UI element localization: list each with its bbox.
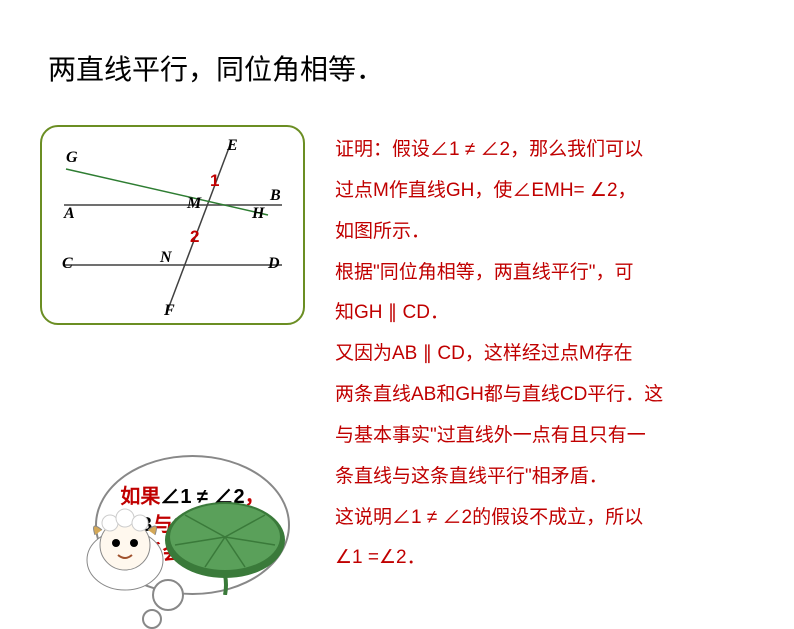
diagram-svg [42,127,307,327]
label-M: M [187,195,201,213]
label-G: G [66,149,78,167]
proof-line-7: 两条直线AB和GH都与直线CD平行．这 [335,375,765,416]
proof-text: 证明：假设∠1 ≠ ∠2，那么我们可以 过点M作直线GH，使∠EMH= ∠2， … [335,130,765,579]
sheep-character-icon [70,505,180,595]
label-H: H [252,205,264,223]
proof-line-1: 证明：假设∠1 ≠ ∠2，那么我们可以 [335,130,765,171]
label-F: F [164,302,175,320]
proof-panel: 证明：假设∠1 ≠ ∠2，那么我们可以 过点M作直线GH，使∠EMH= ∠2， … [335,130,765,579]
label-A: A [64,205,75,223]
proof-line-2: 过点M作直线GH，使∠EMH= ∠2， [335,171,765,212]
proof-line-9: 条直线与这条直线平行"相矛盾． [335,457,765,498]
geometry-diagram: A B C D E F G H M N 1 2 [40,125,305,325]
angle-1: 1 [210,171,219,191]
proof-line-11: ∠1 =∠2． [335,538,765,579]
proof-line-8: 与基本事实"过直线外一点有且只有一 [335,416,765,457]
proof-line-3: 如图所示． [335,212,765,253]
angle-2: 2 [190,227,199,247]
label-D: D [268,255,280,273]
proof-line-6: 又因为AB ∥ CD，这样经过点M存在 [335,334,765,375]
line-GH [66,169,268,215]
slide-title: 两直线平行，同位角相等． [48,48,384,88]
proof-line-4: 根据"同位角相等，两直线平行"，可 [335,253,765,294]
label-C: C [62,255,73,273]
proof-line-5: 知GH ∥ CD． [335,293,765,334]
left-panel: A B C D E F G H M N 1 2 如果∠1 ≠ ∠2，AB与CD的… [40,125,320,565]
label-E: E [227,137,238,155]
label-B: B [270,187,281,205]
label-N: N [160,249,172,267]
proof-line-10: 这说明∠1 ≠ ∠2的假设不成立，所以 [335,498,765,539]
